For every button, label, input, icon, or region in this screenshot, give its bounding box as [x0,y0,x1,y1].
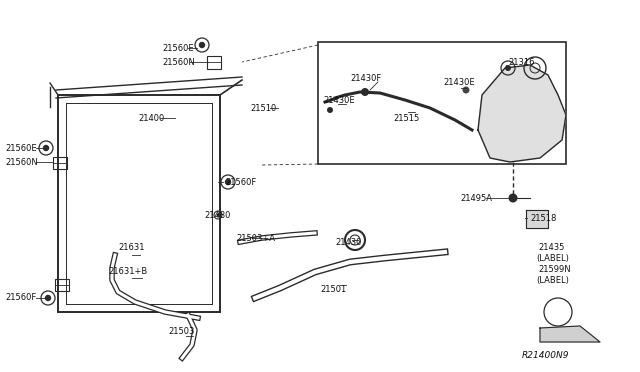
Text: 21495A: 21495A [460,193,492,202]
Circle shape [463,87,470,93]
Text: (LABEL): (LABEL) [536,253,569,263]
Text: 21560N: 21560N [5,157,38,167]
Text: 21400: 21400 [138,113,164,122]
Polygon shape [526,210,548,228]
Circle shape [216,214,220,217]
Text: 21560E: 21560E [162,44,194,52]
Circle shape [327,107,333,113]
Text: 21316: 21316 [508,58,534,67]
Text: 21515: 21515 [393,113,419,122]
Text: 21430: 21430 [335,237,362,247]
Text: 21435: 21435 [538,244,564,253]
Text: 21503+A: 21503+A [236,234,275,243]
Polygon shape [478,65,566,162]
Circle shape [505,65,511,71]
Circle shape [361,88,369,96]
Text: 21518: 21518 [530,214,556,222]
Text: 21503: 21503 [168,327,195,337]
Text: 21560F: 21560F [5,294,36,302]
Text: 21510: 21510 [250,103,276,112]
Text: 21631: 21631 [118,244,145,253]
Text: R21400N9: R21400N9 [522,352,570,360]
Circle shape [225,180,230,185]
Text: 21501: 21501 [320,285,346,295]
Circle shape [45,295,51,301]
Text: 21631+B: 21631+B [108,267,147,276]
Text: 21480: 21480 [204,211,230,219]
Text: 21560E: 21560E [5,144,36,153]
Bar [318,42,566,164]
Text: (LABEL): (LABEL) [536,276,569,285]
Text: 21430F: 21430F [350,74,381,83]
Text: 21560N: 21560N [162,58,195,67]
Circle shape [200,42,205,48]
Text: 21430E: 21430E [323,96,355,105]
Polygon shape [540,326,600,342]
Circle shape [509,193,518,202]
Text: 21430E: 21430E [443,77,475,87]
Circle shape [44,145,49,151]
Text: 21560F: 21560F [225,177,256,186]
Text: 21599N: 21599N [538,266,571,275]
